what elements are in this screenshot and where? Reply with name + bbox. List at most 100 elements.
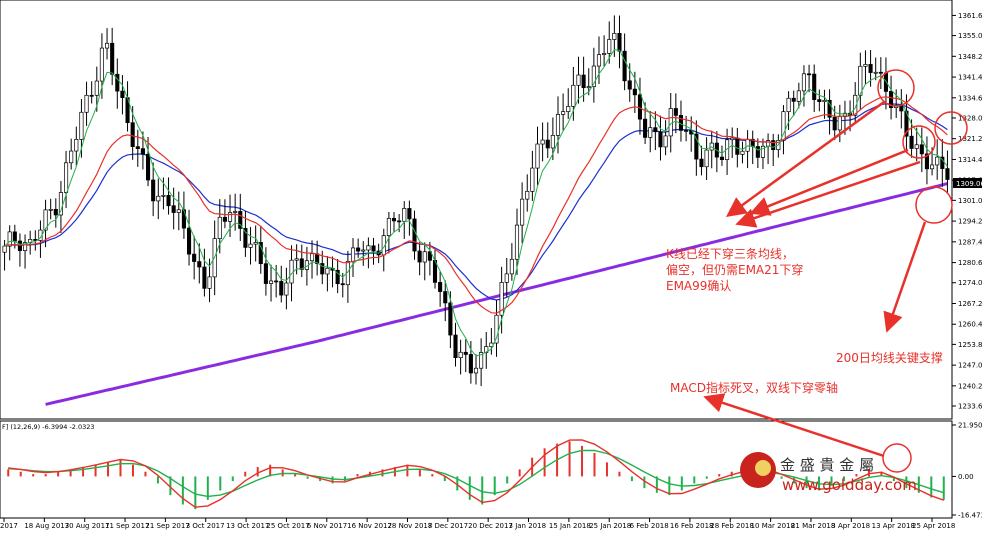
candle-body [253,242,258,245]
ema99-line [4,103,948,301]
ema21-line [4,96,948,314]
candle-body [340,283,345,286]
candle-body [274,280,279,283]
candle-body [668,108,673,137]
candle-body [755,146,760,158]
candle-body [458,351,463,358]
annotation-arrows [703,100,927,458]
candle-body [555,114,561,136]
xtick-label: 25 Jan 2018 [589,522,631,530]
candle-body [617,33,622,52]
candle-body [233,211,238,213]
xtick-label: 21 Mar 2018 [791,522,835,530]
candles [2,15,950,387]
candle-body [110,42,115,75]
candle-body [99,47,104,82]
candle-body [878,71,883,74]
candle-body [94,80,99,96]
candle-body [694,133,699,160]
candle-body [299,258,304,270]
candle-body [279,281,284,296]
candle-body [356,247,361,252]
candle-body [643,118,648,138]
candle-body [192,253,197,262]
candle-body [366,245,371,251]
candle-body [807,73,812,76]
arrow-3 [735,160,921,228]
xtick-label: 3 Jan 2018 [509,522,547,530]
ytick-label: 1267.20 [958,300,982,308]
candle-body [827,99,832,118]
candle-body [602,53,607,55]
candle-body [438,282,443,292]
ytick-label: 1355.00 [958,32,982,40]
candle-body [135,146,140,149]
ytick-label: 1253.80 [958,341,982,349]
ytick-label: 1361.60 [958,12,982,20]
price-tag: 1309.06 [956,180,982,188]
candle-body [176,209,181,213]
candle-body [525,190,530,200]
candle-body [74,139,79,152]
xtick-label: 20 Dec 2017 [468,522,513,530]
candle-body [632,88,637,96]
candle-body [704,149,709,168]
candle-body [268,280,274,284]
xtick-label: 25 Oct 2017 [266,522,309,530]
candle-body [637,94,643,120]
candle-body [120,90,125,98]
candle-body [832,116,837,131]
candle-body [427,251,432,261]
candle-body [69,150,74,164]
annotation-macd: MACD指标死叉，双线下穿零轴 [670,380,838,395]
macd-signal-line [8,449,945,498]
candle-body [684,130,689,132]
candle-body [745,138,750,152]
candle-body [156,195,161,202]
ytick-label: 1287.40 [958,238,982,246]
circle-4 [915,186,953,224]
candle-body [79,111,84,140]
candle-body [12,231,17,242]
candle-body [817,99,822,102]
xtick-label: 2017 [0,522,18,530]
arrow-5 [703,393,885,458]
candle-body [412,218,417,252]
candle-body [258,242,263,265]
candle-body [924,153,929,170]
candle-body [822,99,827,102]
candle-body [104,42,110,49]
candle-body [622,50,627,82]
candle-body [23,242,28,251]
candle-body [325,267,330,275]
price-axis: 1361.60 1355.00 1348.20 1341.40 1334.60 1328.… [952,12,982,411]
xtick-label: 25 Apr 2018 [912,522,955,530]
candle-body [653,127,658,133]
candle-body [407,208,412,220]
macd-ytick-label: -16.4738 [958,512,982,520]
candle-body [422,251,427,263]
candle-body [889,91,894,108]
candle-body [48,208,53,211]
candle-body [658,131,663,148]
candle-body [812,73,817,100]
ytick-label: 1280.60 [958,259,982,267]
candle-body [7,231,12,247]
ytick-label: 1294.20 [958,218,982,226]
candle-body [473,367,479,374]
candle-body [545,139,550,149]
candle-body [207,276,212,289]
candle-body [53,208,58,216]
candle-body [397,220,402,223]
xtick-label: 18 Aug 2017 [24,522,69,530]
ytick-label: 1274.00 [958,279,982,287]
candle-body [468,354,473,374]
xtick-label: 16 Nov 2017 [347,522,392,530]
candle-body [719,156,725,160]
candle-body [945,168,950,180]
candle-body [263,263,268,284]
candle-body [309,253,315,262]
candle-body [735,137,740,155]
candle-body [371,245,376,252]
arrow-1 [725,100,885,217]
